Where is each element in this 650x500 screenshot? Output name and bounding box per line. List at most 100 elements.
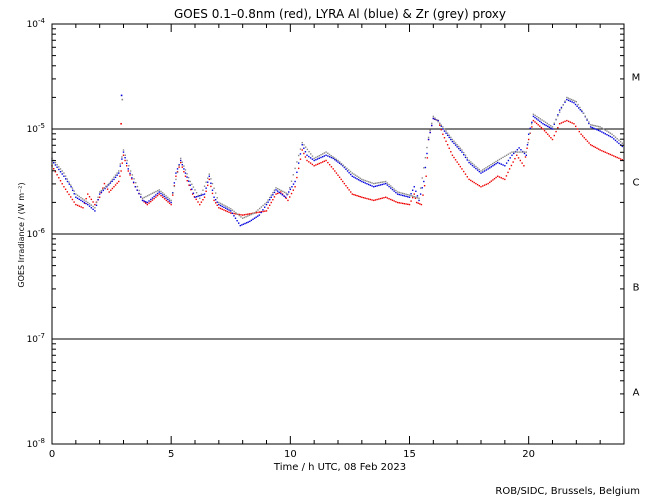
data-point xyxy=(223,206,225,208)
data-point xyxy=(619,141,622,143)
data-point xyxy=(111,178,114,181)
data-point xyxy=(191,183,193,185)
data-point xyxy=(337,161,339,163)
data-point xyxy=(543,130,546,132)
data-point xyxy=(429,131,431,134)
data-point xyxy=(320,154,322,156)
data-point xyxy=(364,197,366,199)
data-point xyxy=(567,120,570,123)
data-point xyxy=(233,210,235,213)
data-point xyxy=(362,197,365,199)
x-tick-label: 5 xyxy=(168,449,174,460)
data-point xyxy=(323,152,326,154)
data-point xyxy=(440,125,442,127)
data-point xyxy=(156,190,159,192)
data-point xyxy=(546,122,548,125)
isolated-point xyxy=(121,98,124,101)
data-point xyxy=(414,197,417,199)
data-point xyxy=(327,152,329,154)
data-point xyxy=(468,159,470,162)
data-point xyxy=(207,177,209,179)
data-point xyxy=(599,126,601,128)
data-point xyxy=(589,144,592,146)
data-point xyxy=(471,164,474,167)
data-point xyxy=(434,117,436,119)
data-point xyxy=(573,102,575,104)
data-point xyxy=(459,147,462,149)
data-point xyxy=(386,184,389,186)
data-point xyxy=(411,189,414,191)
data-point xyxy=(413,186,415,188)
data-point xyxy=(369,184,372,186)
data-point xyxy=(493,178,496,180)
data-point xyxy=(539,118,542,120)
data-point xyxy=(241,217,244,219)
data-point xyxy=(530,123,533,125)
data-point xyxy=(376,182,378,184)
data-point xyxy=(80,199,82,202)
data-point xyxy=(280,191,282,193)
data-point xyxy=(440,129,442,131)
data-point xyxy=(108,182,110,185)
data-point xyxy=(292,174,295,176)
data-point xyxy=(522,151,524,153)
data-point xyxy=(247,221,249,223)
data-point xyxy=(529,132,531,134)
data-point xyxy=(395,191,397,194)
data-point xyxy=(547,133,549,135)
data-point xyxy=(356,194,358,197)
data-point xyxy=(108,191,110,193)
data-point xyxy=(604,151,606,153)
data-point xyxy=(378,198,380,200)
data-point xyxy=(306,159,308,162)
data-point xyxy=(403,193,406,195)
data-point xyxy=(103,182,106,185)
data-point xyxy=(581,110,583,113)
data-point xyxy=(553,122,555,124)
data-point xyxy=(332,156,334,158)
data-point xyxy=(396,193,399,195)
data-point xyxy=(480,170,482,172)
data-point xyxy=(184,172,187,174)
data-point xyxy=(418,197,420,199)
data-point xyxy=(63,186,65,188)
data-point xyxy=(228,207,230,209)
data-point xyxy=(354,177,357,179)
data-point xyxy=(567,99,570,102)
data-point xyxy=(163,195,166,198)
data-point xyxy=(557,115,559,117)
data-point xyxy=(311,158,314,160)
data-point xyxy=(507,159,510,162)
data-point xyxy=(211,182,214,185)
data-point xyxy=(535,118,538,120)
data-point xyxy=(468,178,470,181)
y-tick-label: 10-4 xyxy=(27,17,46,30)
data-point xyxy=(124,154,126,156)
data-point xyxy=(155,194,157,196)
data-point xyxy=(532,115,535,118)
data-point xyxy=(58,166,60,168)
data-point xyxy=(379,184,382,186)
data-point xyxy=(492,179,494,181)
data-point xyxy=(238,214,240,217)
data-point xyxy=(224,210,227,212)
data-point xyxy=(551,126,554,128)
data-point xyxy=(236,220,238,222)
data-point xyxy=(354,174,357,176)
data-point xyxy=(131,174,134,176)
data-point xyxy=(509,157,511,159)
data-point xyxy=(114,174,117,176)
flare-class-label: M xyxy=(632,73,641,84)
data-point xyxy=(207,184,209,187)
data-point xyxy=(178,166,180,168)
data-point xyxy=(398,193,400,196)
data-point xyxy=(304,146,307,148)
data-point xyxy=(277,188,279,190)
data-point xyxy=(609,135,612,138)
data-point xyxy=(191,193,194,195)
data-point xyxy=(427,138,430,141)
data-point xyxy=(186,176,188,178)
data-point xyxy=(143,201,145,203)
data-point xyxy=(255,216,257,218)
data-point xyxy=(199,194,201,197)
